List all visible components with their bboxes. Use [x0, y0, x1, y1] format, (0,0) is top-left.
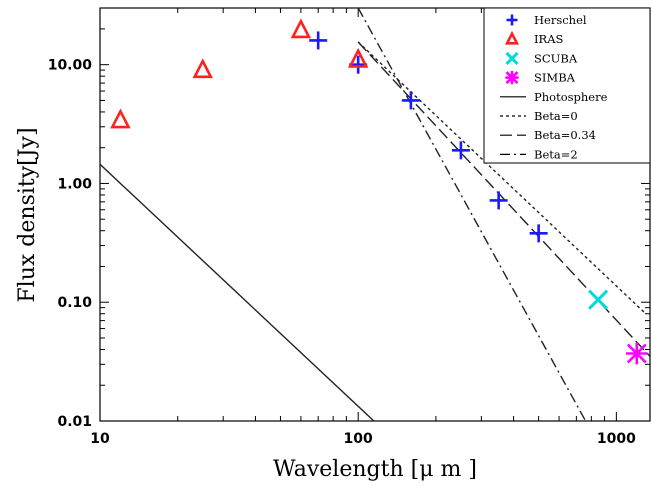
data-point-simba: [625, 342, 648, 365]
data-point-iras: [110, 108, 131, 129]
data-point-iras: [347, 47, 369, 68]
tick-labels: 10 100 1000 0.01 0.10 1.00 10.00: [48, 58, 636, 447]
x-axis-title: Wavelength [μ m ]: [273, 457, 477, 482]
legend-label: Beta=0.34: [534, 128, 596, 142]
y-tick-label: 0.01: [57, 414, 92, 430]
model-line-beta-2: [357, 8, 587, 421]
x-tick-label: 100: [344, 431, 373, 447]
marker-stroke: [192, 58, 213, 79]
marker-stroke: [347, 47, 369, 68]
legend-marker-iras: [504, 30, 520, 45]
marker-stroke: [505, 51, 519, 65]
legend-label: IRAS: [534, 32, 564, 46]
legend-label: Photosphere: [534, 90, 608, 104]
y-tick-label: 10.00: [48, 58, 93, 74]
legend-label: SCUBA: [534, 51, 578, 65]
plot-frame: [99, 7, 651, 422]
data-point-iras: [290, 18, 312, 39]
x-tick-label: 1000: [597, 431, 636, 447]
legend-marker-herschel: [506, 14, 518, 26]
legend-label: Beta=2: [534, 147, 578, 161]
marker-stroke: [110, 108, 131, 129]
data-markers: [110, 18, 648, 365]
legend: Herschel IRAS SCUBA SIMBA Photosphere Beta=0 B…: [483, 7, 651, 164]
legend-label: SIMBA: [534, 71, 576, 85]
data-point-herschel: [401, 91, 420, 110]
y-tick-label: 1.00: [57, 176, 92, 192]
data-point-herschel: [309, 31, 328, 50]
data-point-herschel: [529, 224, 548, 243]
marker-stroke: [588, 289, 609, 310]
model-line-photosphere: [100, 163, 375, 421]
data-point-herschel: [451, 141, 470, 160]
legend-items: Herschel IRAS SCUBA SIMBA Photosphere Beta=0 B…: [500, 13, 608, 161]
data-point-herschel: [489, 191, 508, 210]
marker-stroke: [504, 30, 520, 45]
legend-label: Beta=0: [534, 109, 578, 123]
legend-marker-simba: [505, 71, 519, 85]
data-point-scuba: [588, 289, 609, 310]
data-point-iras: [192, 58, 213, 79]
x-tick-label: 10: [90, 431, 110, 447]
legend-label: Herschel: [534, 13, 587, 27]
marker-stroke: [290, 18, 312, 39]
y-tick-label: 0.10: [57, 295, 92, 311]
y-axis-title: Flux density[Jy]: [15, 127, 40, 302]
legend-marker-scuba: [505, 51, 519, 65]
